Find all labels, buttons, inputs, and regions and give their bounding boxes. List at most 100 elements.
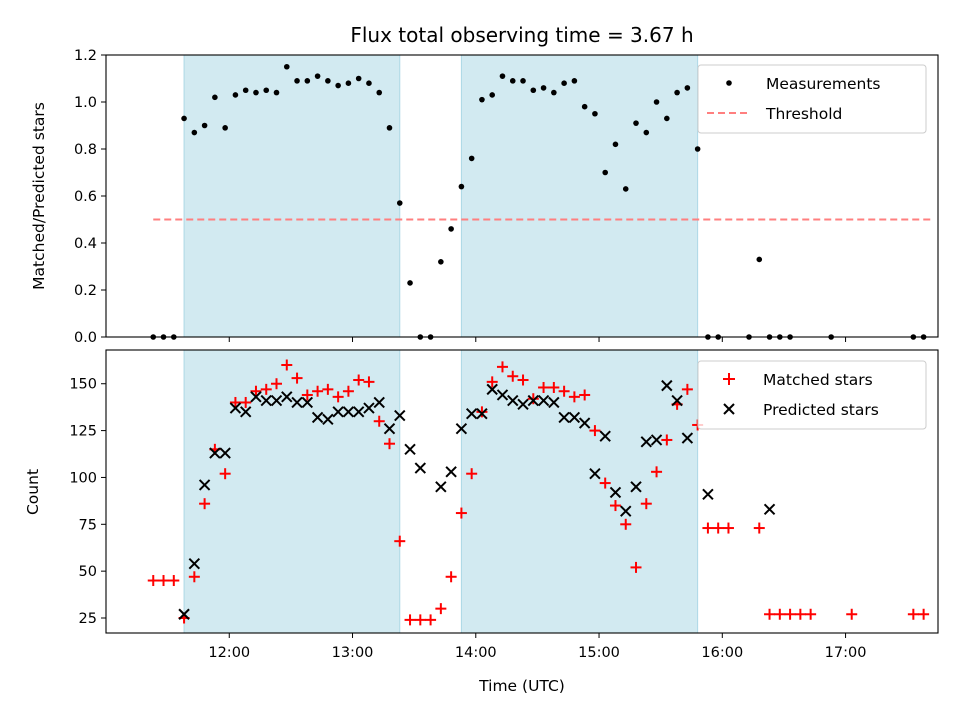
matched-star-point xyxy=(805,608,817,620)
matched-star-point xyxy=(527,393,539,405)
predicted-star-point xyxy=(507,394,519,407)
x-axis-label: Time (UTC) xyxy=(478,677,565,695)
matched-star-point xyxy=(301,389,313,401)
legend-predicted-marker xyxy=(723,403,735,415)
measurement-point xyxy=(314,73,321,79)
measurement-point xyxy=(571,78,578,84)
measurement-point xyxy=(283,63,290,70)
bottom-x-ticks: 12:00 13:00 14:00 15:00 16:00 17:00 xyxy=(208,633,866,661)
matched-star-point xyxy=(753,522,765,534)
matched-star-point xyxy=(918,608,930,620)
predicted-star-point xyxy=(414,462,427,474)
measurement-point xyxy=(438,259,444,265)
predicted-star-point xyxy=(609,486,622,499)
matched-star-point xyxy=(188,571,200,583)
top-y-tick-label: 1.0 xyxy=(74,95,97,111)
predicted-star-point xyxy=(291,396,303,409)
predicted-star-point xyxy=(322,413,334,426)
measurement-point xyxy=(633,120,639,126)
matched-star-point xyxy=(558,385,570,397)
measurement-point xyxy=(674,89,680,96)
predicted-star-point xyxy=(363,402,375,414)
matched-star-point xyxy=(630,561,642,573)
x-tick-label: 14:00 xyxy=(455,645,497,661)
predicted-star-point xyxy=(455,423,468,435)
matched-star-point xyxy=(455,507,467,519)
predicted-star-point xyxy=(517,398,529,411)
matched-star-point xyxy=(496,361,508,373)
predicted-star-point xyxy=(270,394,283,407)
predicted-star-point xyxy=(630,481,642,493)
matched-star-point xyxy=(250,385,262,397)
top-y-tick-label: 1.2 xyxy=(74,48,97,64)
legend-matched-marker xyxy=(723,373,735,385)
matched-star-point xyxy=(445,571,457,583)
matched-star-point xyxy=(404,614,416,626)
matched-star-point xyxy=(158,575,170,587)
measurement-point xyxy=(191,129,198,136)
matched-star-point xyxy=(599,477,611,489)
predicted-star-point xyxy=(465,408,478,420)
top-x-ticks xyxy=(228,337,847,342)
measurement-point xyxy=(756,256,763,263)
matched-star-point xyxy=(476,406,488,418)
measurement-point xyxy=(407,280,413,286)
predicted-star-point xyxy=(342,406,355,418)
matched-star-point xyxy=(168,575,180,587)
bottom-y-tick-label: 100 xyxy=(69,470,97,486)
predicted-star-point xyxy=(661,379,673,392)
predicted-star-point xyxy=(527,394,540,407)
predicted-star-point xyxy=(250,391,262,403)
observing-window-1 xyxy=(183,54,401,338)
predicted-star-point xyxy=(599,430,611,442)
measurement-point xyxy=(684,85,691,91)
measurement-point xyxy=(263,87,270,94)
matched-star-point xyxy=(640,498,652,510)
measurement-point xyxy=(540,85,547,91)
x-tick-label: 12:00 xyxy=(208,645,250,661)
measurement-point xyxy=(376,89,383,96)
matched-star-point xyxy=(322,383,334,395)
matched-star-point xyxy=(435,603,447,615)
matched-star-point xyxy=(620,518,632,530)
matched-star-point xyxy=(147,575,159,587)
measurement-point xyxy=(458,183,465,190)
predicted-star-point xyxy=(281,391,293,403)
predicted-star-point xyxy=(496,389,509,401)
predicted-star-point xyxy=(198,479,211,491)
measurement-point xyxy=(551,89,557,96)
predicted-star-point xyxy=(332,406,344,418)
legend-threshold-label: Threshold xyxy=(765,105,842,123)
predicted-star-point xyxy=(373,396,385,409)
matched-star-point xyxy=(373,415,385,427)
predicted-star-point xyxy=(537,394,550,407)
chart-title: Flux total observing time = 3.67 h xyxy=(350,23,693,47)
matched-star-point xyxy=(507,370,519,382)
matched-star-point xyxy=(363,376,375,388)
bottom-y-tick-label: 150 xyxy=(69,377,97,393)
measurement-point xyxy=(232,92,239,98)
matched-star-point xyxy=(846,608,858,620)
matched-star-point xyxy=(651,466,663,478)
x-tick-label: 13:00 xyxy=(332,645,374,661)
top-y-ticks: 0.0 0.2 0.4 0.6 0.8 1.0 1.2 xyxy=(74,48,106,346)
matched-star-point xyxy=(579,389,591,401)
predicted-star-point xyxy=(301,396,314,409)
measurement-point xyxy=(561,80,567,86)
predicted-star-point xyxy=(219,447,231,459)
matched-star-point xyxy=(764,608,776,620)
measurement-point xyxy=(181,115,187,122)
measurement-point xyxy=(592,110,598,117)
measurement-point xyxy=(653,99,660,105)
predicted-star-point xyxy=(578,417,591,429)
matched-star-point xyxy=(312,385,324,397)
measurement-point xyxy=(386,125,393,131)
predicted-star-point xyxy=(568,411,581,424)
measurement-point xyxy=(612,141,619,148)
predicted-star-point xyxy=(671,394,683,407)
measurement-point xyxy=(335,82,341,89)
bottom-legend: Matched stars Predicted stars xyxy=(697,360,927,430)
predicted-star-point xyxy=(476,408,488,420)
matched-star-point xyxy=(568,391,580,403)
